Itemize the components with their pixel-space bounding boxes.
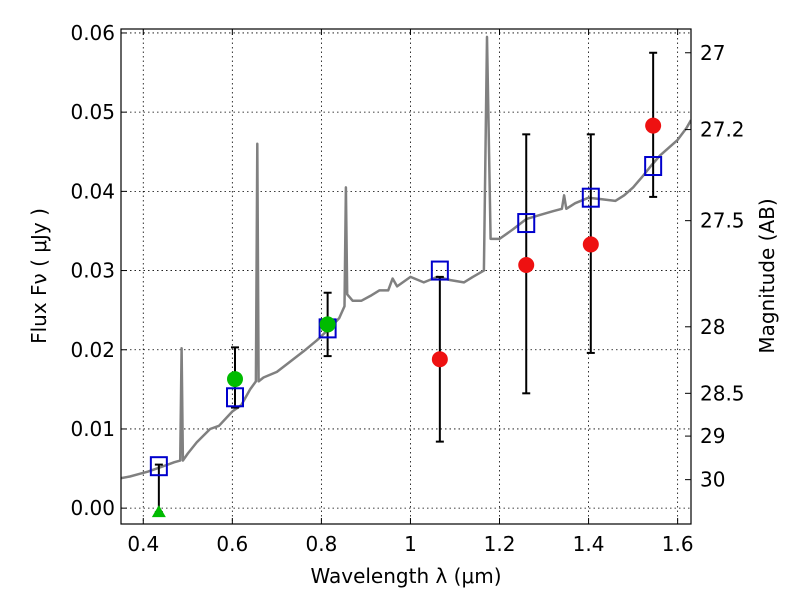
model-square-marker (226, 387, 244, 408)
data-point-marker (645, 117, 662, 134)
data-layer (121, 35, 691, 518)
right-tick-label: 28 (700, 315, 725, 339)
y-tick-label: 0.03 (70, 259, 115, 283)
right-tick-label: 27.2 (700, 118, 745, 142)
right-tick-label: 29 (700, 424, 725, 448)
grid-layer (121, 29, 691, 524)
data-point-marker (518, 257, 535, 274)
right-tick-label: 30 (700, 468, 725, 492)
model-square-marker (149, 456, 168, 477)
y-tick-label: 0.00 (70, 496, 115, 520)
right-tick-label: 27.5 (700, 209, 745, 233)
x-tick-label: 1.4 (573, 532, 605, 556)
right-tick-label: 28.5 (700, 381, 745, 405)
upper-limit-marker (151, 505, 166, 518)
tick-layer: 0.4 0.6 0.8 1 1.2 1.4 1.6 0.00 0.01 0.02 0.03 0.04 0… (70, 21, 744, 556)
data-point-marker (582, 236, 599, 253)
model-square-marker (581, 187, 600, 208)
y-tick-label: 0.06 (70, 21, 115, 45)
y-tick-label: 0.02 (70, 338, 115, 362)
right-axis-label: Magnitude (AB) (755, 198, 779, 353)
spectrum-line (121, 35, 691, 480)
x-axis-label: Wavelength λ (μm) (310, 564, 501, 588)
y-tick-label: 0.05 (70, 100, 115, 124)
model-square-marker (644, 156, 663, 177)
plot-frame (120, 28, 692, 525)
data-point-marker (319, 316, 336, 333)
model-square-marker (517, 213, 536, 234)
model-square-marker (430, 260, 449, 281)
data-point-marker (431, 351, 448, 368)
x-tick-label: 0.6 (216, 532, 248, 556)
right-tick-label: 27 (700, 41, 725, 65)
x-tick-label: 1.6 (662, 532, 694, 556)
y-axis-label: Flux Fν ( μJy ) (27, 208, 51, 344)
y-tick-label: 0.01 (70, 417, 115, 441)
x-tick-label: 1.2 (484, 532, 516, 556)
data-point-marker (227, 371, 243, 388)
x-tick-label: 0.4 (127, 532, 159, 556)
x-tick-label: 0.8 (305, 532, 337, 556)
y-tick-label: 0.04 (70, 179, 115, 203)
x-tick-label: 1 (404, 532, 417, 556)
